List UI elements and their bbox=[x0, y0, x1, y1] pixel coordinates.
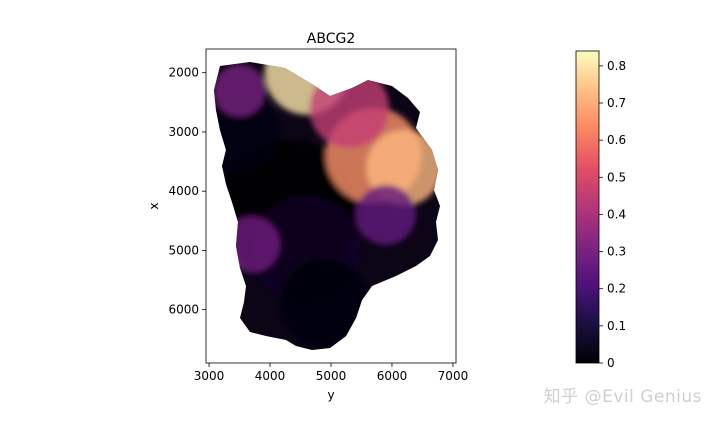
colorbar-tick-label: 0.3 bbox=[607, 245, 626, 259]
colorbar-tick-label: 0.2 bbox=[607, 282, 626, 296]
expression-region bbox=[279, 258, 370, 349]
x-axis: 3000 4000 5000 6000 7000 bbox=[194, 363, 468, 383]
x-tick-label: 4000 bbox=[255, 369, 286, 383]
chart-title: ABCG2 bbox=[307, 31, 355, 47]
watermark: 知乎 @Evil Genius bbox=[543, 387, 702, 407]
y-tick-label: 3000 bbox=[168, 125, 199, 139]
y-tick-label: 6000 bbox=[168, 303, 199, 317]
colorbar-gradient bbox=[575, 50, 600, 364]
expression-region bbox=[214, 64, 266, 117]
y-axis: 2000 3000 4000 5000 6000 bbox=[168, 66, 206, 317]
colorbar-tick-label: 0.4 bbox=[607, 207, 626, 221]
y-axis-label: x bbox=[147, 202, 161, 209]
y-tick-label: 2000 bbox=[168, 66, 199, 80]
colorbar: 0 0.1 0.2 0.3 0.4 0.5 0.6 0.7 0.8 bbox=[575, 50, 626, 370]
colorbar-tick-label: 0.6 bbox=[607, 133, 626, 147]
colorbar-ticks: 0 0.1 0.2 0.3 0.4 0.5 0.6 0.7 0.8 bbox=[599, 59, 626, 370]
y-tick-label: 4000 bbox=[168, 184, 199, 198]
x-tick-label: 5000 bbox=[316, 369, 347, 383]
colorbar-tick-label: 0 bbox=[607, 356, 615, 370]
x-axis-label: y bbox=[327, 388, 334, 402]
colorbar-tick-label: 0.8 bbox=[607, 59, 626, 73]
expression-region bbox=[355, 184, 416, 245]
x-tick-label: 7000 bbox=[438, 369, 469, 383]
colorbar-tick-label: 0.5 bbox=[607, 170, 626, 184]
x-tick-label: 3000 bbox=[194, 369, 225, 383]
colorbar-tick-label: 0.1 bbox=[607, 319, 626, 333]
y-tick-label: 5000 bbox=[168, 243, 199, 257]
x-tick-label: 6000 bbox=[377, 369, 408, 383]
colorbar-tick-label: 0.7 bbox=[607, 96, 626, 110]
